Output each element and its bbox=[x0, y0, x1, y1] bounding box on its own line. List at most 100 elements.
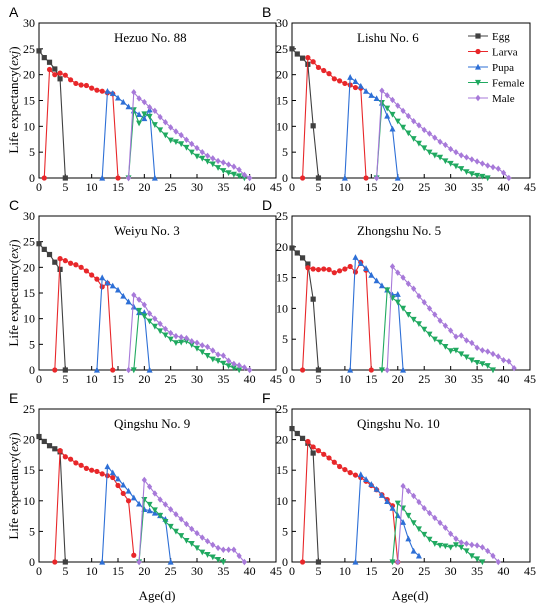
data-point bbox=[151, 122, 158, 128]
y-tick-label: 5 bbox=[29, 524, 35, 538]
x-tick-label: 0 bbox=[36, 180, 42, 194]
data-point bbox=[189, 338, 195, 345]
x-axis-label-right: Age(d) bbox=[392, 588, 429, 603]
data-point bbox=[337, 78, 343, 84]
x-tick-label: 40 bbox=[244, 372, 256, 386]
data-point bbox=[458, 332, 464, 339]
data-point bbox=[421, 126, 427, 134]
data-point bbox=[437, 519, 443, 527]
data-point bbox=[363, 88, 370, 94]
data-point bbox=[162, 119, 168, 126]
data-point bbox=[168, 506, 174, 513]
panel-letter: A bbox=[9, 4, 19, 20]
data-point bbox=[479, 559, 486, 566]
panel-title: Weiyu No. 3 bbox=[114, 223, 180, 238]
y-tick-label: 5 bbox=[29, 145, 35, 159]
x-tick-label: 25 bbox=[418, 564, 430, 578]
data-point bbox=[220, 546, 226, 553]
x-tick-label: 25 bbox=[418, 372, 430, 386]
data-point bbox=[411, 492, 417, 500]
x-tick-label: 10 bbox=[339, 564, 351, 578]
data-point bbox=[448, 145, 454, 153]
data-point bbox=[326, 455, 332, 461]
data-point bbox=[141, 98, 147, 106]
x-tick-label: 35 bbox=[471, 372, 483, 386]
x-tick-label: 20 bbox=[138, 372, 150, 386]
data-point bbox=[62, 72, 68, 78]
data-point bbox=[162, 132, 169, 139]
data-point bbox=[389, 96, 396, 104]
y-tick-label: 25 bbox=[23, 402, 35, 416]
panel-letter: B bbox=[262, 4, 271, 20]
data-point bbox=[442, 343, 449, 350]
data-point bbox=[506, 174, 512, 182]
data-point bbox=[400, 482, 406, 490]
panel-title: Zhongshu No. 5 bbox=[357, 223, 441, 238]
data-point bbox=[400, 366, 407, 373]
data-point bbox=[209, 161, 216, 168]
x-tick-label: 35 bbox=[217, 564, 229, 578]
data-point bbox=[120, 98, 127, 105]
data-point bbox=[305, 265, 311, 271]
legend-marker bbox=[475, 33, 481, 39]
data-point bbox=[62, 175, 68, 181]
data-point bbox=[294, 430, 300, 437]
data-point bbox=[104, 279, 111, 286]
data-point bbox=[374, 174, 380, 182]
y-tick-label: 15 bbox=[276, 463, 288, 477]
data-point bbox=[315, 367, 322, 373]
data-point bbox=[189, 525, 195, 533]
x-tick-label: 45 bbox=[270, 180, 282, 194]
data-point bbox=[168, 329, 174, 337]
data-point bbox=[172, 340, 179, 346]
data-point bbox=[115, 475, 121, 482]
data-point bbox=[151, 174, 158, 181]
data-point bbox=[199, 349, 206, 356]
data-point bbox=[421, 145, 428, 152]
x-tick-label: 25 bbox=[418, 180, 430, 194]
data-point bbox=[173, 511, 179, 518]
data-point bbox=[400, 305, 407, 312]
x-tick-label: 10 bbox=[339, 372, 351, 386]
data-point bbox=[400, 107, 406, 115]
y-axis-label-row-3: Life expectancy(exj) bbox=[6, 432, 21, 539]
data-point bbox=[146, 501, 153, 508]
data-point bbox=[183, 334, 190, 342]
x-tick-label: 30 bbox=[191, 180, 203, 194]
data-point bbox=[120, 292, 127, 299]
data-point bbox=[321, 67, 327, 74]
x-tick-label: 40 bbox=[498, 564, 510, 578]
legend-item-larva: Larva bbox=[468, 47, 518, 59]
data-point bbox=[352, 269, 359, 275]
panel-letter: F bbox=[262, 390, 271, 406]
data-point bbox=[104, 88, 111, 94]
x-tick-label: 35 bbox=[471, 180, 483, 194]
data-point bbox=[363, 175, 369, 181]
y-tick-label: 25 bbox=[276, 209, 288, 223]
x-tick-label: 5 bbox=[62, 372, 68, 386]
data-point bbox=[384, 366, 390, 374]
data-point bbox=[373, 277, 380, 284]
data-point bbox=[384, 112, 391, 119]
data-point bbox=[73, 460, 79, 466]
data-point bbox=[199, 549, 206, 556]
data-point bbox=[378, 492, 385, 498]
series-pupa bbox=[341, 74, 401, 181]
data-point bbox=[146, 507, 153, 514]
data-point bbox=[52, 72, 58, 78]
data-point bbox=[188, 541, 195, 547]
y-tick-label: 0 bbox=[29, 363, 35, 377]
data-point bbox=[410, 136, 417, 142]
data-point bbox=[421, 326, 428, 333]
data-point bbox=[147, 310, 153, 317]
series-larva bbox=[52, 448, 137, 565]
data-point bbox=[384, 92, 390, 99]
data-point bbox=[294, 51, 300, 57]
data-point bbox=[115, 286, 121, 293]
x-tick-label: 30 bbox=[445, 564, 457, 578]
data-point bbox=[194, 530, 200, 537]
data-point bbox=[241, 171, 247, 179]
data-point bbox=[357, 471, 364, 478]
data-point bbox=[178, 333, 184, 341]
data-point bbox=[194, 545, 200, 552]
